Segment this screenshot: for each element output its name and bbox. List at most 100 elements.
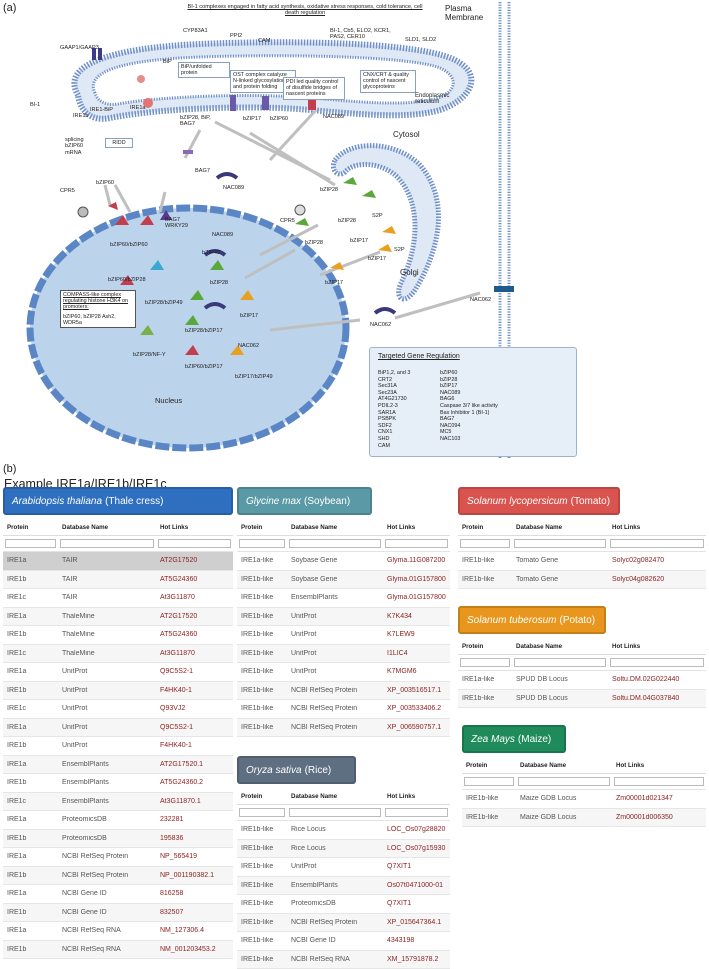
filter-database-input[interactable] — [518, 777, 610, 786]
hot-link[interactable]: Q9C5S2-1 — [156, 668, 233, 675]
hot-link[interactable]: I1LIC4 — [383, 650, 450, 657]
hot-link[interactable]: LOC_Os07g28820 — [383, 826, 450, 833]
hot-link[interactable]: K7K434 — [383, 613, 450, 620]
filter-links-input[interactable] — [610, 539, 704, 548]
col-protein[interactable]: Protein — [458, 524, 512, 531]
filter-protein-input[interactable] — [460, 539, 510, 548]
filter-database-input[interactable] — [514, 539, 606, 548]
col-hot-links[interactable]: Hot Links — [608, 524, 706, 531]
hot-link[interactable]: XP_003516517.1 — [383, 687, 450, 694]
hot-link[interactable]: K7MGM6 — [383, 668, 450, 675]
filter-links-input[interactable] — [614, 777, 704, 786]
hot-link[interactable]: Soltu.DM.02G022440 — [608, 676, 706, 683]
col-hot-links[interactable]: Hot Links — [383, 793, 450, 800]
hot-link[interactable]: Q7XIT1 — [383, 900, 450, 907]
species-header-solanum-l[interactable]: Solanum lycopersicum(Tomato) — [458, 487, 620, 515]
hot-link[interactable]: 832507 — [156, 909, 233, 916]
species-header-zea[interactable]: Zea Mays(Maize) — [462, 725, 566, 753]
filter-database-input[interactable] — [289, 808, 381, 817]
filter-links-input[interactable] — [610, 658, 704, 667]
col-hot-links[interactable]: Hot Links — [612, 762, 706, 769]
hot-link[interactable]: F4HK40-1 — [156, 742, 233, 749]
col-database-name[interactable]: Database Name — [287, 524, 383, 531]
hot-link[interactable]: 232281 — [156, 816, 233, 823]
hot-link[interactable]: Solyc02g082470 — [608, 557, 706, 564]
hot-link[interactable]: AT2G17520.1 — [156, 761, 233, 768]
col-database-name[interactable]: Database Name — [516, 762, 612, 769]
hot-link[interactable]: At3G11870 — [156, 650, 233, 657]
col-protein[interactable]: Protein — [458, 643, 512, 650]
col-protein[interactable]: Protein — [237, 524, 287, 531]
hot-link[interactable]: At3G11870.1 — [156, 798, 233, 805]
col-hot-links[interactable]: Hot Links — [608, 643, 706, 650]
hot-link[interactable]: LOC_Os07g15930 — [383, 845, 450, 852]
hot-link[interactable]: Glyma.01G157800 — [383, 576, 450, 583]
hot-link[interactable]: XP_015647364.1 — [383, 919, 450, 926]
filter-links-input[interactable] — [385, 808, 448, 817]
hot-link[interactable]: NP_565419 — [156, 853, 233, 860]
filter-protein-input[interactable] — [460, 658, 510, 667]
hot-link[interactable]: Soltu.DM.04G037840 — [608, 695, 706, 702]
col-database-name[interactable]: Database Name — [58, 524, 156, 531]
species-header-oryza[interactable]: Oryza sativa(Rice) — [237, 756, 356, 784]
hot-link[interactable]: Zm00001d021347 — [612, 795, 706, 802]
filter-protein-input[interactable] — [5, 539, 56, 548]
species-header-solanum-t[interactable]: Solanum tuberosum(Potato) — [458, 606, 606, 634]
species-header-glycine[interactable]: Glycine max(Soybean) — [237, 487, 372, 515]
hot-link[interactable]: Glyma.11G087200 — [383, 557, 450, 564]
filter-links-input[interactable] — [158, 539, 231, 548]
hot-link[interactable]: XM_15791878.2 — [383, 956, 450, 963]
col-database-name[interactable]: Database Name — [287, 793, 383, 800]
hot-link[interactable]: AT2G17520 — [156, 557, 233, 564]
hot-link[interactable]: Os07t0471000-01 — [383, 882, 450, 889]
hot-link[interactable]: AT5G24360 — [156, 631, 233, 638]
hot-link[interactable]: XP_006590757.1 — [383, 724, 450, 731]
filter-database-input[interactable] — [289, 539, 381, 548]
hot-link[interactable]: AT5G24360 — [156, 576, 233, 583]
hot-link[interactable]: 816258 — [156, 890, 233, 897]
hot-link[interactable]: AT2G17520 — [156, 613, 233, 620]
hot-link[interactable]: Glyma.01G157800 — [383, 594, 450, 601]
col-protein[interactable]: Protein — [3, 524, 58, 531]
hot-link[interactable]: XP_003533406.2 — [383, 705, 450, 712]
species-header-arabidopsis[interactable]: Arabidopsis thaliana(Thale cress) — [3, 487, 233, 515]
col-hot-links[interactable]: Hot Links — [156, 524, 233, 531]
filter-protein-input[interactable] — [239, 808, 285, 817]
hot-link[interactable]: Q7XIT1 — [383, 863, 450, 870]
